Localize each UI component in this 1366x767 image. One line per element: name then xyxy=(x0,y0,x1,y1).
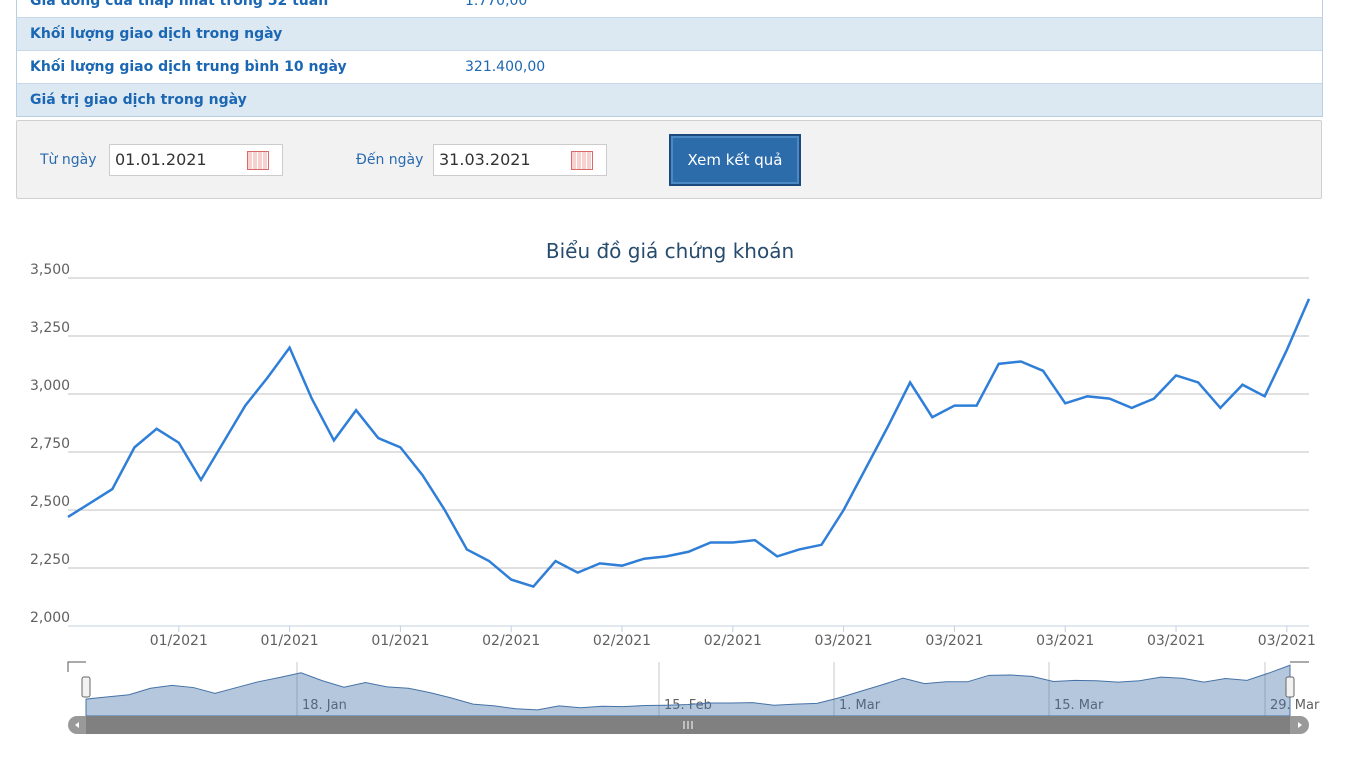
to-label: Đến ngày xyxy=(356,152,424,168)
x-tick-label: 03/2021 xyxy=(925,633,983,649)
date-form: Từ ngày 01.01.2021 Đến ngày 31.03.2021 X… xyxy=(16,120,1322,199)
x-tick-label: 03/2021 xyxy=(1036,633,1094,649)
y-tick-label: 2,250 xyxy=(30,552,70,568)
submit-button[interactable]: Xem kết quả xyxy=(669,134,801,186)
navigator-label: 15. Feb xyxy=(664,698,712,713)
y-tick-label: 2,750 xyxy=(30,436,70,452)
x-tick-label: 03/2021 xyxy=(1147,633,1205,649)
x-tick-label: 01/2021 xyxy=(150,633,208,649)
from-input[interactable]: 01.01.2021 xyxy=(109,144,283,176)
table-row: Khối lượng giao dịch trong ngày xyxy=(17,17,1322,50)
info-table: Giá đóng cửa thấp nhất trong 52 tuần 1.77… xyxy=(16,0,1323,117)
navigator-label: 29. Mar xyxy=(1270,698,1320,713)
table-row: Giá đóng cửa thấp nhất trong 52 tuần 1.77… xyxy=(17,0,1322,17)
navigator-label: 1. Mar xyxy=(839,698,881,713)
navigator-area xyxy=(85,664,1291,717)
x-tick-label: 02/2021 xyxy=(482,633,540,649)
navigator-handle[interactable] xyxy=(1285,676,1295,698)
x-tick-label: 01/2021 xyxy=(371,633,429,649)
navigator-outline xyxy=(67,661,1309,672)
navigator-handle[interactable] xyxy=(81,676,91,698)
price-line xyxy=(67,298,1311,588)
cell-label: Giá trị giao dịch trong ngày xyxy=(30,92,247,108)
scroll-right xyxy=(1298,722,1302,728)
to-input[interactable]: 31.03.2021 xyxy=(433,144,607,176)
y-tick-label: 3,500 xyxy=(30,262,70,278)
navigator-bg xyxy=(68,662,1309,716)
cell-label: Khối lượng giao dịch trung bình 10 ngày xyxy=(30,59,347,75)
y-tick-label: 3,000 xyxy=(30,378,70,394)
navigator-label: 18. Jan xyxy=(302,698,347,713)
scroll-left xyxy=(75,722,79,728)
cell-label: Khối lượng giao dịch trong ngày xyxy=(30,26,283,42)
scroll-grip xyxy=(683,721,693,729)
cell-label: Giá đóng cửa thấp nhất trong 52 tuần xyxy=(30,0,329,9)
navigator-label: 15. Mar xyxy=(1054,698,1104,713)
from-value: 01.01.2021 xyxy=(115,150,207,169)
chart-title: Biểu đồ giá chứng khoán xyxy=(546,239,794,263)
table-row: Khối lượng giao dịch trung bình 10 ngày 3… xyxy=(17,50,1322,83)
x-tick-label: 02/2021 xyxy=(593,633,651,649)
cell-value: 321.400,00 xyxy=(465,59,546,75)
cell-value: 1.770,00 xyxy=(465,0,528,9)
x-tick-label: 01/2021 xyxy=(261,633,319,649)
y-tick-label: 3,250 xyxy=(30,320,70,336)
calendar-icon[interactable] xyxy=(571,151,593,170)
table-row: Giá trị giao dịch trong ngày xyxy=(17,83,1322,116)
x-tick-label: 03/2021 xyxy=(1258,633,1316,649)
from-label: Từ ngày xyxy=(40,152,97,168)
y-tick-label: 2,500 xyxy=(30,494,70,510)
calendar-icon[interactable] xyxy=(247,151,269,170)
y-tick-label: 2,000 xyxy=(30,610,70,626)
x-tick-label: 02/2021 xyxy=(704,633,762,649)
x-tick-label: 03/2021 xyxy=(815,633,873,649)
to-value: 31.03.2021 xyxy=(439,150,531,169)
